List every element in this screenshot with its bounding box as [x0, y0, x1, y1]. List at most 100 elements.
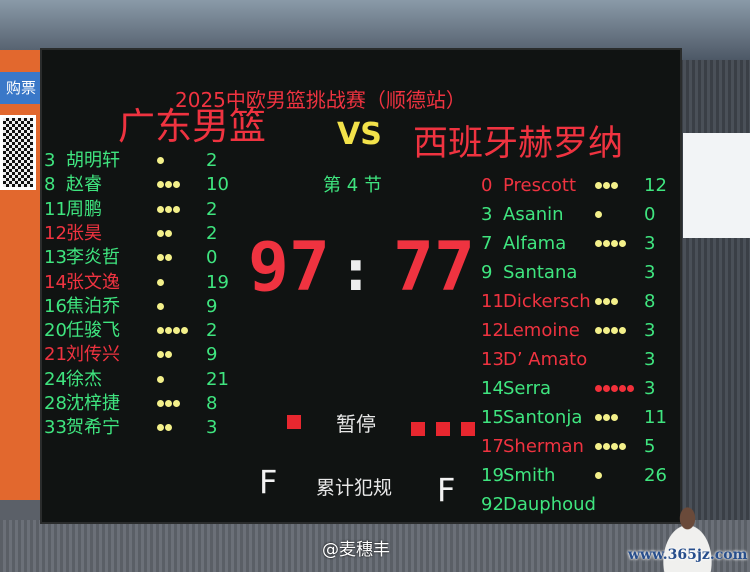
stadium-floor — [0, 520, 750, 572]
foul-dots — [157, 278, 164, 286]
away-team-foul-indicator: F — [437, 471, 456, 509]
player-name: 刘传兴 — [66, 344, 120, 366]
home-score: 97 — [248, 228, 330, 307]
foul-dots — [595, 298, 618, 305]
player-points: 3 — [644, 262, 656, 283]
foul-dot — [619, 327, 626, 334]
player-points: 26 — [644, 465, 667, 486]
player-name: Alfama — [503, 233, 567, 254]
player-points: 0 — [644, 204, 656, 225]
foul-dot — [173, 181, 180, 189]
foul-dots — [157, 351, 172, 359]
foul-dots — [595, 472, 602, 479]
player-points: 9 — [206, 344, 218, 366]
player-points: 2 — [206, 150, 218, 171]
player-name: D’ Amato — [503, 349, 588, 370]
player-number: 11 — [44, 198, 67, 220]
foul-dot — [165, 351, 172, 359]
spectator — [650, 505, 725, 572]
foul-dot — [165, 400, 172, 407]
player-name: 李炎哲 — [66, 247, 120, 269]
timeout-light — [411, 422, 425, 436]
player-name: Serra — [503, 378, 552, 399]
player-points: 10 — [206, 174, 229, 196]
player-name: Santana — [503, 262, 578, 283]
player-number: 7 — [481, 233, 493, 254]
foul-dot — [619, 385, 626, 392]
foul-dot — [165, 205, 172, 213]
foul-dots — [157, 400, 180, 407]
player-number: 20 — [44, 320, 67, 342]
qr-code — [0, 115, 36, 190]
foul-dot — [165, 254, 172, 262]
player-number: 14 — [44, 271, 67, 293]
foul-dots — [595, 443, 626, 450]
foul-dot — [173, 205, 180, 213]
foul-dot — [157, 254, 164, 262]
player-points: 21 — [206, 368, 229, 390]
foul-dot — [181, 327, 188, 335]
player-points: 3 — [644, 378, 656, 399]
foul-dot — [611, 298, 618, 305]
foul-dots — [157, 327, 188, 335]
foul-dot — [157, 181, 164, 189]
player-points: 2 — [206, 222, 218, 244]
foul-dots — [595, 385, 634, 392]
foul-dot — [603, 385, 610, 392]
player-points: 2 — [206, 198, 218, 220]
timeout-light — [436, 422, 450, 436]
player-name: Dauphoud — [503, 494, 596, 515]
player-number: 28 — [44, 393, 67, 414]
player-name: 任骏飞 — [66, 320, 120, 342]
player-points: 12 — [644, 175, 667, 196]
event-title: 2025中欧男篮挑战赛（顺德站） — [175, 88, 466, 112]
foul-dot — [157, 278, 164, 286]
foul-dot — [603, 414, 610, 421]
foul-dot — [157, 229, 164, 237]
foul-dots — [157, 302, 164, 310]
foul-dot — [157, 351, 164, 359]
foul-dot — [165, 424, 172, 432]
foul-dot — [603, 443, 610, 450]
foul-dot — [595, 240, 602, 247]
foul-dot — [595, 472, 602, 479]
player-name: Lemoine — [503, 320, 580, 341]
player-number: 13 — [44, 247, 67, 269]
foul-dots — [157, 254, 172, 262]
foul-dot — [603, 240, 610, 247]
weibo-watermark: @麦穗丰 — [322, 540, 390, 560]
foul-dot — [611, 385, 618, 392]
foul-dots — [157, 424, 172, 432]
foul-dot — [603, 182, 610, 189]
foul-dot — [165, 181, 172, 189]
player-number: 17 — [481, 436, 504, 457]
foul-dot — [595, 211, 602, 218]
player-number: 9 — [481, 262, 493, 283]
foul-dot — [627, 385, 634, 392]
scoreboard — [40, 48, 682, 524]
foul-dot — [611, 182, 618, 189]
player-name: 张文逸 — [66, 271, 120, 293]
foul-dot — [595, 298, 602, 305]
foul-dot — [611, 240, 618, 247]
foul-dot — [619, 443, 626, 450]
player-number: 24 — [44, 368, 67, 390]
player-number: 92 — [481, 494, 504, 515]
player-points: 9 — [206, 295, 218, 317]
player-number: 15 — [481, 407, 504, 428]
player-name: Asanin — [503, 204, 564, 225]
player-number: 16 — [44, 295, 67, 317]
player-points: 3 — [644, 349, 656, 370]
period-label: 第 4 节 — [323, 175, 382, 196]
vs-label: VS — [337, 117, 382, 152]
foul-dots — [157, 229, 172, 237]
player-name: 沈梓捷 — [66, 393, 120, 414]
foul-dot — [173, 327, 180, 335]
foul-dot — [595, 182, 602, 189]
foul-dot — [157, 375, 164, 383]
foul-dots — [157, 157, 164, 164]
player-points: 19 — [206, 271, 229, 293]
player-points: 0 — [206, 247, 218, 269]
foul-dot — [157, 400, 164, 407]
home-team-name: 广东男篮 — [118, 105, 266, 148]
